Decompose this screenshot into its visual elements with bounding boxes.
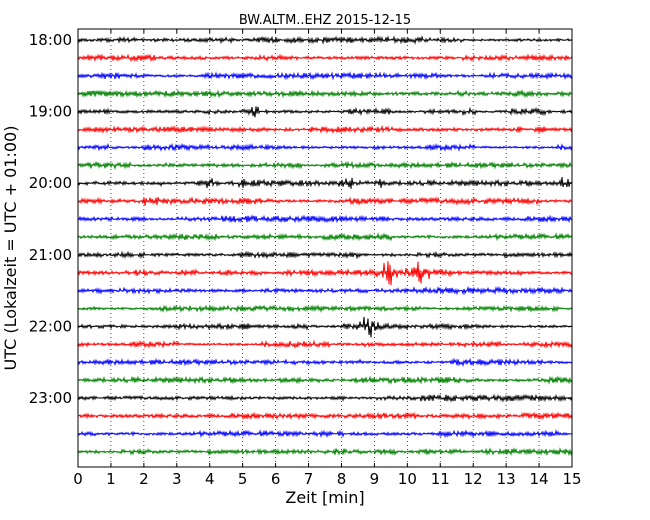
plot-frame <box>77 28 573 468</box>
trace-1900 <box>77 106 573 118</box>
trace-1815 <box>77 53 573 63</box>
chart-title: BW.ALTM..EHZ 2015-12-15 <box>239 13 411 28</box>
trace-2100 <box>77 250 573 260</box>
x-tick-label: 2 <box>139 470 149 488</box>
x-tick-label: 4 <box>205 470 215 488</box>
y-tick-label: 18:00 <box>29 31 72 49</box>
trace-2200 <box>77 316 573 338</box>
x-tick-label: 6 <box>271 470 281 488</box>
trace-2000 <box>77 176 573 189</box>
trace-2145 <box>77 304 573 314</box>
trace-1945 <box>77 160 573 171</box>
x-tick-label: 1 <box>106 470 116 488</box>
x-tick-label: 7 <box>304 470 314 488</box>
x-tick-label: 9 <box>370 470 380 488</box>
y-tick-label: 21:00 <box>29 246 72 264</box>
x-axis-ticks: 0 1 2 3 4 5 6 7 8 9 10 11 12 13 14 15 <box>73 29 582 488</box>
y-tick-label: 20:00 <box>29 174 72 192</box>
trace-2030 <box>77 214 573 224</box>
trace-2315 <box>77 411 573 421</box>
trace-1830 <box>77 71 573 81</box>
trace-2300 <box>77 393 573 403</box>
seismic-traces <box>77 34 573 457</box>
trace-1930 <box>77 142 573 152</box>
x-tick-label: 11 <box>431 470 450 488</box>
y-axis-label: UTC (Lokalzeit = UTC + 01:00) <box>1 126 20 371</box>
x-tick-label: 5 <box>238 470 248 488</box>
x-tick-label: 10 <box>398 470 417 488</box>
trace-2330 <box>77 429 573 439</box>
trace-2130 <box>77 285 573 296</box>
y-tick-label: 19:00 <box>29 103 72 121</box>
trace-2245 <box>77 375 573 385</box>
trace-2015 <box>77 196 573 206</box>
trace-1845 <box>77 88 573 99</box>
y-tick-label: 23:00 <box>29 389 72 407</box>
x-tick-label: 0 <box>73 470 83 488</box>
x-tick-label: 12 <box>464 470 483 488</box>
x-axis-label: Zeit [min] <box>285 488 364 507</box>
x-tick-label: 13 <box>497 470 516 488</box>
trace-2345 <box>77 447 573 457</box>
trace-2230 <box>77 357 573 368</box>
trace-2045 <box>77 232 573 242</box>
trace-2115 <box>77 261 573 286</box>
y-tick-label: 22:00 <box>29 317 72 335</box>
trace-1915 <box>77 124 573 134</box>
y-axis-ticks: 18:00 19:00 20:00 21:00 22:00 23:00 <box>29 31 572 407</box>
trace-1800 <box>77 34 573 45</box>
x-tick-label: 8 <box>337 470 347 488</box>
trace-2215 <box>77 339 573 349</box>
x-tick-label: 14 <box>530 470 549 488</box>
x-tick-label: 3 <box>172 470 182 488</box>
x-tick-label: 15 <box>562 470 581 488</box>
